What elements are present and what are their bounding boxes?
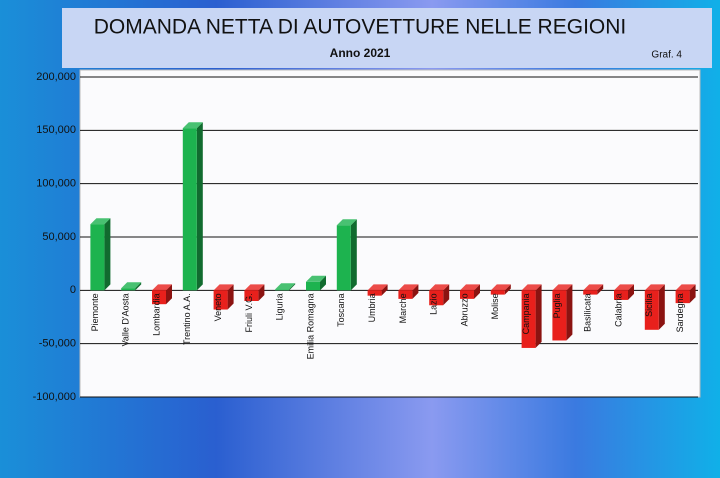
- chart-subtitle: Anno 2021: [330, 46, 391, 60]
- bar-top: [490, 284, 511, 291]
- plot-area: [79, 69, 701, 398]
- chart-title: DOMANDA NETTA DI AUTOVETTURE NELLE REGIO…: [94, 16, 627, 39]
- chart-note: Graf. 4: [651, 50, 682, 61]
- y-tick-label: -50,000: [39, 338, 76, 350]
- bar-top: [460, 284, 480, 291]
- bar-side: [474, 284, 480, 299]
- bar-top: [275, 283, 296, 290]
- x-tick-label: Valle D'Aosta: [121, 293, 131, 346]
- bar-side: [166, 284, 172, 305]
- bar-side: [566, 284, 573, 341]
- bar-top: [552, 284, 573, 291]
- header-panel: [62, 8, 712, 68]
- bar: [398, 290, 413, 299]
- bar-side: [350, 219, 357, 291]
- bar: [367, 290, 382, 296]
- x-tick-label: Friuli V.G.: [244, 293, 254, 332]
- x-tick-label: Marche: [398, 293, 408, 323]
- bar-side: [535, 284, 542, 348]
- bar: [552, 290, 567, 341]
- x-tick-label: Calabria: [613, 293, 623, 327]
- bar-top: [121, 282, 142, 289]
- bar-top: [429, 284, 450, 291]
- bar: [614, 290, 628, 300]
- bar-side: [443, 284, 450, 306]
- bar-side: [135, 282, 142, 291]
- bar-top: [675, 284, 696, 291]
- bar-side: [104, 218, 111, 291]
- bar: [583, 290, 598, 295]
- x-tick-label: Molise: [490, 293, 500, 319]
- bar-top: [90, 218, 111, 225]
- bar-top: [306, 275, 326, 282]
- bar-side: [196, 122, 203, 291]
- bar: [275, 289, 290, 291]
- bar: [244, 290, 259, 301]
- bar-side: [381, 284, 388, 296]
- y-tick-label: 0: [70, 284, 76, 296]
- bar-side: [658, 284, 665, 330]
- x-tick-label: Liguria: [275, 293, 285, 320]
- bar-side: [628, 284, 634, 300]
- bar: [306, 281, 320, 291]
- bar: [644, 290, 659, 330]
- x-tick-label: Piemonte: [90, 293, 100, 331]
- y-tick-label: -100,000: [33, 391, 76, 403]
- bar-top: [336, 219, 357, 226]
- bar: [336, 225, 351, 291]
- x-tick-label: Trentino A.A.: [182, 293, 192, 345]
- y-tick-label: 50,000: [42, 231, 76, 243]
- bar: [675, 290, 690, 304]
- x-tick-label: Umbria: [367, 293, 377, 322]
- bar: [460, 290, 474, 299]
- y-tick-label: 150,000: [36, 124, 76, 136]
- bar-top: [644, 284, 665, 291]
- bar-side: [320, 275, 326, 291]
- bar: [490, 290, 505, 295]
- bar-side: [597, 284, 604, 295]
- y-tick-label: 100,000: [36, 178, 76, 190]
- bar-top: [182, 122, 203, 129]
- x-tick-label: Puglia: [552, 293, 562, 318]
- bar-top: [152, 284, 172, 291]
- bar-side: [412, 284, 419, 299]
- x-tick-label: Toscana: [336, 293, 346, 327]
- x-tick-label: Campania: [521, 293, 531, 334]
- bar-top: [614, 284, 634, 291]
- bar: [121, 288, 136, 291]
- bar: [152, 290, 166, 305]
- bar-side: [689, 284, 696, 304]
- x-tick-label: Abruzzo: [459, 293, 469, 326]
- bar: [90, 224, 105, 291]
- x-tick-label: Sardegna: [675, 293, 685, 332]
- bar-top: [367, 284, 388, 291]
- bar-side: [227, 284, 234, 310]
- bar-top: [244, 284, 265, 291]
- bar: [182, 128, 197, 291]
- x-tick-label: Lazio: [429, 293, 439, 315]
- bar-top: [521, 284, 542, 291]
- bar-top: [213, 284, 234, 291]
- y-tick-label: 200,000: [36, 71, 76, 83]
- x-tick-label: Sicilia: [644, 293, 654, 317]
- x-tick-label: Veneto: [213, 293, 223, 321]
- bar-side: [504, 284, 511, 295]
- bar: [213, 290, 228, 310]
- x-tick-label: Basilicata: [583, 293, 593, 332]
- x-tick-label: Lombardia: [151, 293, 161, 336]
- bar: [429, 290, 444, 306]
- bar-side: [289, 283, 296, 291]
- bar-side: [258, 284, 265, 301]
- bar-top: [398, 284, 419, 291]
- bar-top: [583, 284, 604, 291]
- x-tick-label: Emilia Romagna: [305, 293, 315, 359]
- bar: [521, 290, 536, 348]
